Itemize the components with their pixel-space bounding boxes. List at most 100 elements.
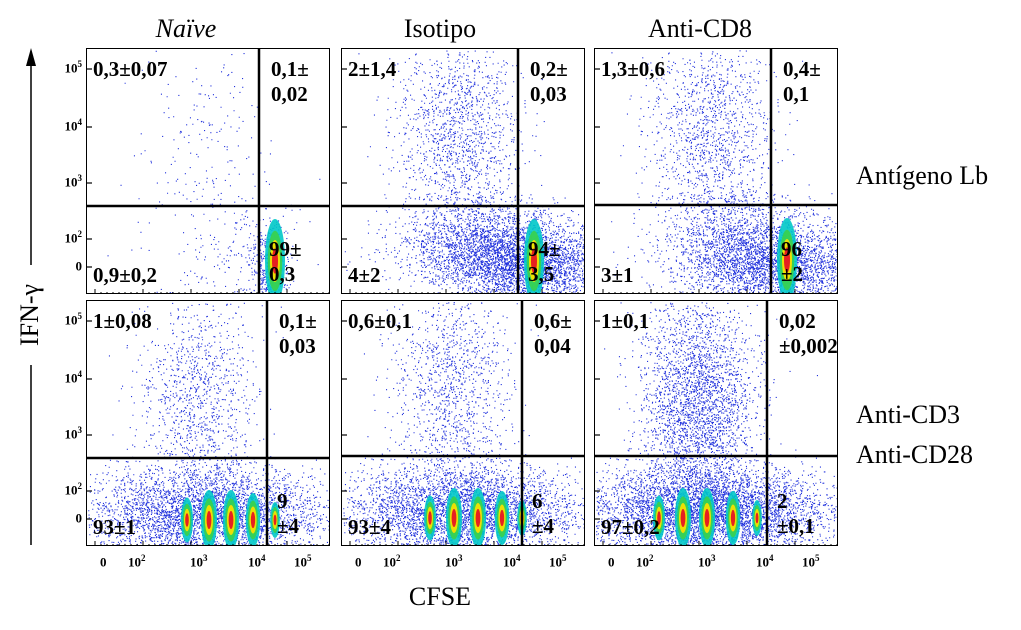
event-dots bbox=[377, 196, 584, 293]
y-tick-base: 10 bbox=[64, 312, 78, 328]
event-dots bbox=[602, 302, 818, 542]
y-axis-label-group: IFN-γ bbox=[0, 0, 60, 625]
x-tick-base: 10 bbox=[802, 554, 815, 570]
column-title-isotipo: Isotipo bbox=[403, 14, 477, 43]
quadrant-percent-bl: 3±1 bbox=[601, 263, 634, 287]
quadrant-percent-tl: 0,6±0,1 bbox=[348, 309, 413, 333]
x-tick-base: 10 bbox=[248, 554, 261, 570]
quadrant-percent-br: 96 ±2 bbox=[781, 237, 804, 286]
x-tick-base: 10 bbox=[549, 554, 562, 570]
event-dots bbox=[358, 50, 559, 287]
y-tick-exp: 4 bbox=[77, 117, 83, 127]
x-tick-base: 0 bbox=[608, 554, 615, 570]
y-tick-exp: 2 bbox=[77, 229, 83, 239]
x-tick-exp: 3 bbox=[458, 553, 463, 563]
event-dots bbox=[648, 192, 837, 293]
y-tick-label: 104 bbox=[48, 369, 83, 386]
x-tick-exp: 2 bbox=[396, 553, 401, 563]
x-tick-label: 105 bbox=[294, 553, 312, 570]
plot-panel-3: 1,3±0,6 0,4± 0,1 3±1 96 ±2 bbox=[594, 48, 838, 294]
density-core bbox=[185, 513, 189, 527]
y-tick-base: 10 bbox=[64, 230, 78, 246]
quadrant-percent-bl: 0,9±0,2 bbox=[93, 263, 158, 287]
density-core bbox=[206, 511, 212, 529]
x-tick-exp: 4 bbox=[261, 553, 266, 563]
y-tick-label: 105 bbox=[48, 59, 83, 76]
x-tick-base: 10 bbox=[383, 554, 396, 570]
density-core bbox=[428, 511, 432, 525]
quadrant-percent-bl: 97±0,2 bbox=[601, 515, 660, 539]
plot-panel-1: 0,3±0,07 0,1± 0,02 0,9±0,2 99± 0,3 bbox=[86, 48, 330, 294]
x-tick-label: 104 bbox=[756, 553, 774, 570]
x-tick-base: 10 bbox=[756, 554, 769, 570]
plot-panel-6: 1±0,1 0,02 ±0,002 97±0,2 2 ±0,1 bbox=[594, 300, 838, 546]
x-tick-exp: 2 bbox=[649, 553, 654, 563]
density-core bbox=[784, 247, 790, 273]
x-tick-label: 102 bbox=[636, 553, 654, 570]
x-tick-label: 0 bbox=[608, 553, 615, 570]
density-core bbox=[657, 511, 661, 525]
x-tick-base: 10 bbox=[128, 554, 141, 570]
y-tick-label: 105 bbox=[48, 311, 83, 328]
y-tick-exp: 2 bbox=[77, 481, 83, 491]
x-tick-label: 105 bbox=[549, 553, 567, 570]
y-tick-exp: 4 bbox=[77, 369, 83, 379]
y-tick-base: 10 bbox=[64, 60, 78, 76]
x-tick-exp: 4 bbox=[516, 553, 521, 563]
row-label-anti-cd3: Anti-CD3 bbox=[856, 400, 960, 429]
x-tick-label: 102 bbox=[383, 553, 401, 570]
quadrant-percent-br: 99± 0,3 bbox=[269, 237, 302, 286]
density-core bbox=[755, 512, 759, 524]
y-tick-label: 102 bbox=[48, 481, 83, 498]
y-tick-exp: 3 bbox=[77, 173, 83, 183]
dot-plot bbox=[342, 49, 584, 293]
plot-panel-5: 0,6±0,1 0,6± 0,04 93±4 6 ±4 bbox=[341, 300, 585, 546]
x-tick-label: 104 bbox=[248, 553, 266, 570]
dot-plot bbox=[595, 49, 837, 293]
plot-panel-2: 2±1,4 0,2± 0,03 4±2 94± 3,5 bbox=[341, 48, 585, 294]
quadrant-percent-br: 94± 3,5 bbox=[528, 237, 561, 286]
y-tick-label: 0 bbox=[48, 509, 83, 526]
y-tick-label: 102 bbox=[48, 229, 83, 246]
density-core bbox=[250, 511, 256, 529]
quadrant-percent-br: 6 ±4 bbox=[532, 489, 555, 538]
quadrant-percent-tl: 2±1,4 bbox=[348, 57, 397, 81]
dot-plot bbox=[595, 301, 837, 545]
x-tick-base: 10 bbox=[294, 554, 307, 570]
x-tick-base: 10 bbox=[190, 554, 203, 570]
x-tick-label: 102 bbox=[128, 553, 146, 570]
dot-plot bbox=[342, 301, 584, 545]
quadrant-percent-tr: 0,2± 0,03 bbox=[530, 57, 568, 106]
y-tick-label: 103 bbox=[48, 425, 83, 442]
quadrant-percent-tr: 0,02 ±0,002 bbox=[779, 309, 838, 358]
quadrant-percent-tl: 0,3±0,07 bbox=[93, 57, 168, 81]
y-axis-label: IFN-γ bbox=[15, 265, 45, 365]
x-tick-base: 10 bbox=[503, 554, 516, 570]
quadrant-percent-br: 9 ±4 bbox=[277, 489, 300, 538]
density-core bbox=[730, 509, 736, 527]
density-core bbox=[680, 509, 686, 527]
y-tick-base: 0 bbox=[75, 510, 83, 526]
column-title-naive: Naïve bbox=[155, 14, 217, 43]
x-tick-label: 104 bbox=[503, 553, 521, 570]
x-tick-exp: 3 bbox=[711, 553, 716, 563]
x-tick-label: 103 bbox=[445, 553, 463, 570]
y-tick-base: 10 bbox=[64, 426, 78, 442]
quadrant-percent-tl: 1,3±0,6 bbox=[601, 57, 666, 81]
x-tick-label: 103 bbox=[698, 553, 716, 570]
plot-panel-4: 1±0,08 0,1± 0,03 93±1 9 ±4 bbox=[86, 300, 330, 546]
y-tick-base: 10 bbox=[64, 370, 78, 386]
density-core bbox=[499, 509, 505, 527]
y-tick-label: 0 bbox=[48, 257, 83, 274]
x-tick-base: 0 bbox=[355, 554, 362, 570]
y-tick-exp: 5 bbox=[77, 311, 83, 321]
quadrant-percent-tr: 0,4± 0,1 bbox=[783, 57, 821, 106]
x-tick-base: 10 bbox=[698, 554, 711, 570]
y-tick-base: 10 bbox=[64, 118, 78, 134]
quadrant-percent-tr: 0,1± 0,03 bbox=[279, 309, 317, 358]
x-tick-label: 0 bbox=[100, 553, 107, 570]
x-tick-base: 10 bbox=[445, 554, 458, 570]
row-label-anti-cd28: Anti-CD28 bbox=[856, 440, 973, 469]
y-tick-label: 103 bbox=[48, 173, 83, 190]
x-axis-label: CFSE bbox=[408, 582, 472, 611]
